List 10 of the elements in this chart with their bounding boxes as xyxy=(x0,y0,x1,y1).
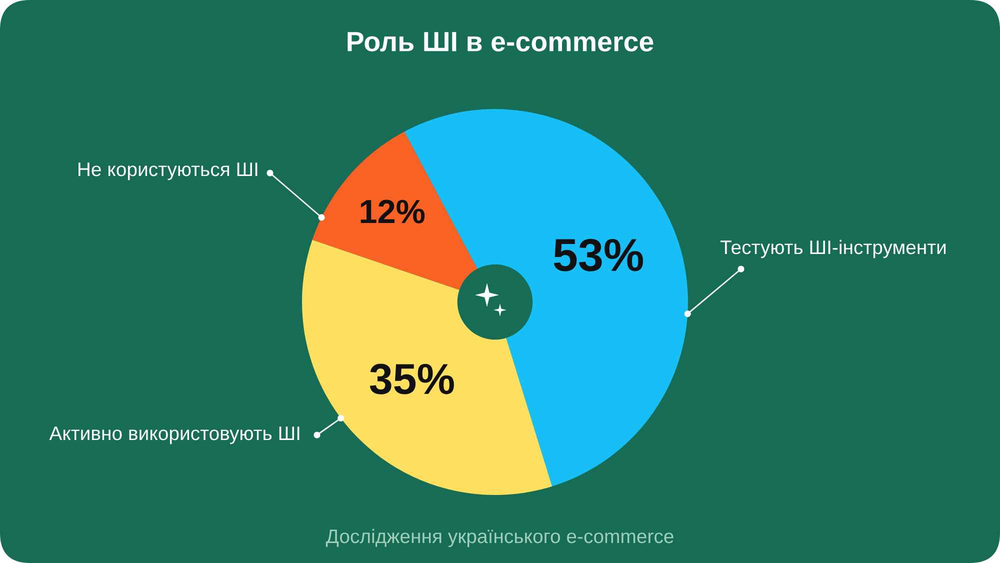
text: Дослідження українського e-commerce xyxy=(326,528,674,548)
data-label: 35% xyxy=(370,364,454,394)
donut-slice xyxy=(312,132,478,290)
slice-label: Не користуються ШІ xyxy=(78,162,258,180)
donut-slice xyxy=(302,240,552,495)
data-label: 53% xyxy=(554,238,644,272)
slice-label: Тестують ШІ-інструменти xyxy=(720,240,946,258)
slice-label: Активно використовують ШІ xyxy=(49,426,300,444)
data-label: 12% xyxy=(360,200,425,224)
chart-title: Роль ШІ в e-commerce xyxy=(348,32,654,52)
